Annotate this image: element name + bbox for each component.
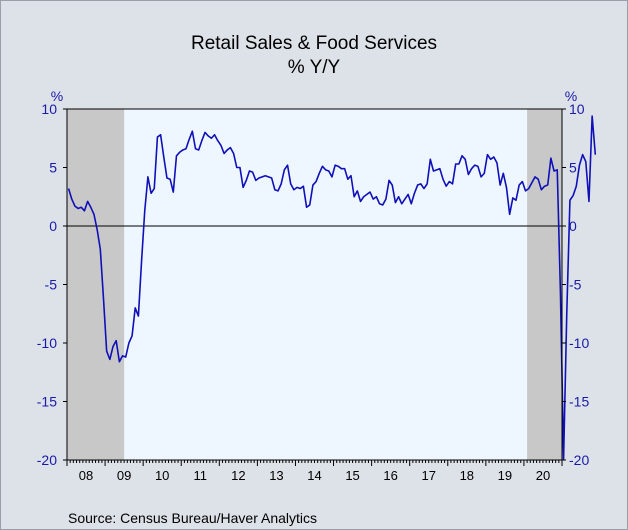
x-tick-label: 11 xyxy=(194,468,208,483)
y-tick-label-right: -10 xyxy=(569,335,589,351)
x-tick-label: 18 xyxy=(460,468,474,483)
x-tick-label: 19 xyxy=(498,468,512,483)
x-tick-label: 10 xyxy=(155,468,169,483)
chart-title: Retail Sales & Food Services xyxy=(191,33,437,54)
y-tick-label-right: -5 xyxy=(569,277,582,293)
y-tick-label-right: 10 xyxy=(569,101,585,117)
y-tick-label-right: 0 xyxy=(569,218,577,234)
plot-area xyxy=(67,109,562,460)
y-tick-label-right: 5 xyxy=(569,160,577,176)
y-axis-unit-right: % xyxy=(565,88,577,104)
y-axis-unit-left: % xyxy=(51,88,63,104)
x-tick-label: 14 xyxy=(307,468,321,483)
x-tick-label: 09 xyxy=(117,468,131,483)
x-tick-label: 13 xyxy=(269,468,283,483)
x-tick-label: 15 xyxy=(345,468,359,483)
chart-subtitle: % Y/Y xyxy=(288,57,341,78)
x-tick-label: 12 xyxy=(231,468,245,483)
x-axis: 08 09 10 11 12 13 14 15 16 17 18 19 20 xyxy=(66,460,563,483)
x-tick-label: 16 xyxy=(383,468,397,483)
recession-band xyxy=(67,109,125,460)
y-tick-label-left: -5 xyxy=(45,277,58,293)
x-tick-label: 08 xyxy=(79,468,93,483)
y-axis: 10 10 5 5 0 0 -5 -5 -10 -10 -15 -15 -20 -20 xyxy=(37,101,590,468)
recession-shading xyxy=(67,109,562,460)
y-tick-label-left: -15 xyxy=(37,394,57,410)
series-line xyxy=(67,115,597,460)
y-tick-label-right: -20 xyxy=(569,452,589,468)
y-tick-label-left: 5 xyxy=(49,160,57,176)
y-tick-label-left: 10 xyxy=(41,101,57,117)
recession-band xyxy=(527,109,562,460)
y-tick-label-left: 0 xyxy=(49,218,57,234)
y-tick-label-right: -15 xyxy=(569,394,589,410)
x-tick-label: 17 xyxy=(421,468,435,483)
x-tick-label: 20 xyxy=(536,468,550,483)
source-note: Source: Census Bureau/Haver Analytics xyxy=(68,510,317,526)
y-tick-label-left: -10 xyxy=(37,335,57,351)
y-tick-label-left: -20 xyxy=(37,452,57,468)
